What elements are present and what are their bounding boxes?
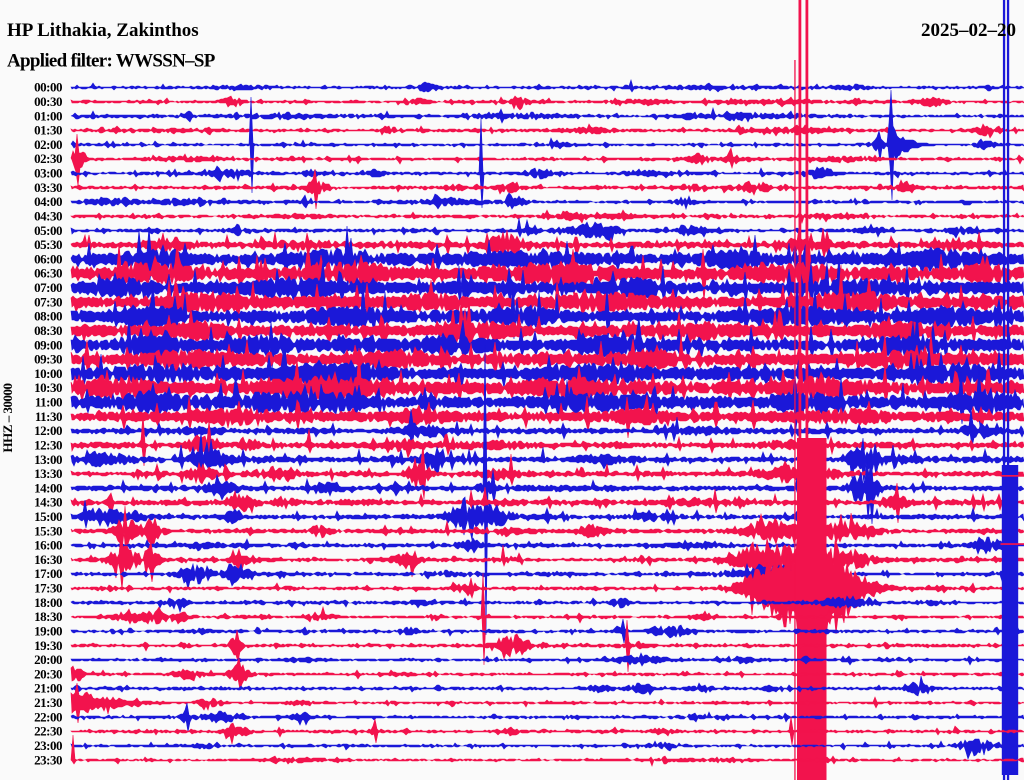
svg-text:14:30: 14:30: [34, 495, 62, 510]
svg-text:14:00: 14:00: [34, 480, 62, 495]
svg-text:HHZ – 30000: HHZ – 30000: [0, 384, 15, 453]
svg-text:22:00: 22:00: [34, 709, 62, 724]
svg-text:19:00: 19:00: [34, 624, 62, 639]
svg-text:2025–02–20: 2025–02–20: [921, 20, 1016, 41]
svg-text:12:30: 12:30: [34, 437, 62, 452]
svg-text:23:30: 23:30: [34, 752, 62, 767]
svg-text:08:00: 08:00: [34, 309, 62, 324]
svg-text:11:30: 11:30: [35, 409, 62, 424]
svg-text:10:00: 10:00: [34, 366, 62, 381]
svg-text:06:00: 06:00: [34, 251, 62, 266]
svg-text:17:00: 17:00: [34, 566, 62, 581]
svg-text:20:00: 20:00: [34, 652, 62, 667]
svg-text:01:30: 01:30: [34, 123, 62, 138]
svg-text:08:30: 08:30: [34, 323, 62, 338]
svg-text:01:00: 01:00: [34, 108, 62, 123]
svg-text:19:30: 19:30: [34, 638, 62, 653]
svg-text:HP Lithakia, Zakinthos: HP Lithakia, Zakinthos: [7, 20, 199, 41]
svg-text:00:00: 00:00: [34, 80, 62, 95]
svg-text:15:00: 15:00: [34, 509, 62, 524]
svg-text:02:00: 02:00: [34, 137, 62, 152]
svg-text:09:30: 09:30: [34, 352, 62, 367]
svg-text:10:30: 10:30: [34, 380, 62, 395]
svg-text:Applied filter: WWSSN–SP: Applied filter: WWSSN–SP: [7, 51, 216, 72]
svg-text:16:30: 16:30: [34, 552, 62, 567]
svg-text:07:00: 07:00: [34, 280, 62, 295]
svg-text:18:30: 18:30: [34, 609, 62, 624]
svg-text:12:00: 12:00: [34, 423, 62, 438]
svg-text:13:30: 13:30: [34, 466, 62, 481]
svg-text:21:00: 21:00: [34, 681, 62, 696]
svg-text:20:30: 20:30: [34, 666, 62, 681]
svg-text:03:00: 03:00: [34, 166, 62, 181]
svg-text:04:00: 04:00: [34, 194, 62, 209]
svg-text:02:30: 02:30: [34, 151, 62, 166]
svg-text:22:30: 22:30: [34, 724, 62, 739]
svg-text:23:00: 23:00: [34, 738, 62, 753]
svg-text:16:00: 16:00: [34, 538, 62, 553]
svg-text:11:00: 11:00: [35, 395, 62, 410]
svg-text:17:30: 17:30: [34, 581, 62, 596]
svg-text:21:30: 21:30: [34, 695, 62, 710]
svg-text:06:30: 06:30: [34, 266, 62, 281]
svg-text:05:30: 05:30: [34, 237, 62, 252]
svg-text:03:30: 03:30: [34, 180, 62, 195]
svg-text:18:00: 18:00: [34, 595, 62, 610]
svg-text:05:00: 05:00: [34, 223, 62, 238]
svg-text:07:30: 07:30: [34, 294, 62, 309]
svg-text:13:00: 13:00: [34, 452, 62, 467]
svg-text:09:00: 09:00: [34, 337, 62, 352]
svg-text:04:30: 04:30: [34, 209, 62, 224]
svg-text:15:30: 15:30: [34, 523, 62, 538]
svg-text:00:30: 00:30: [34, 94, 62, 109]
